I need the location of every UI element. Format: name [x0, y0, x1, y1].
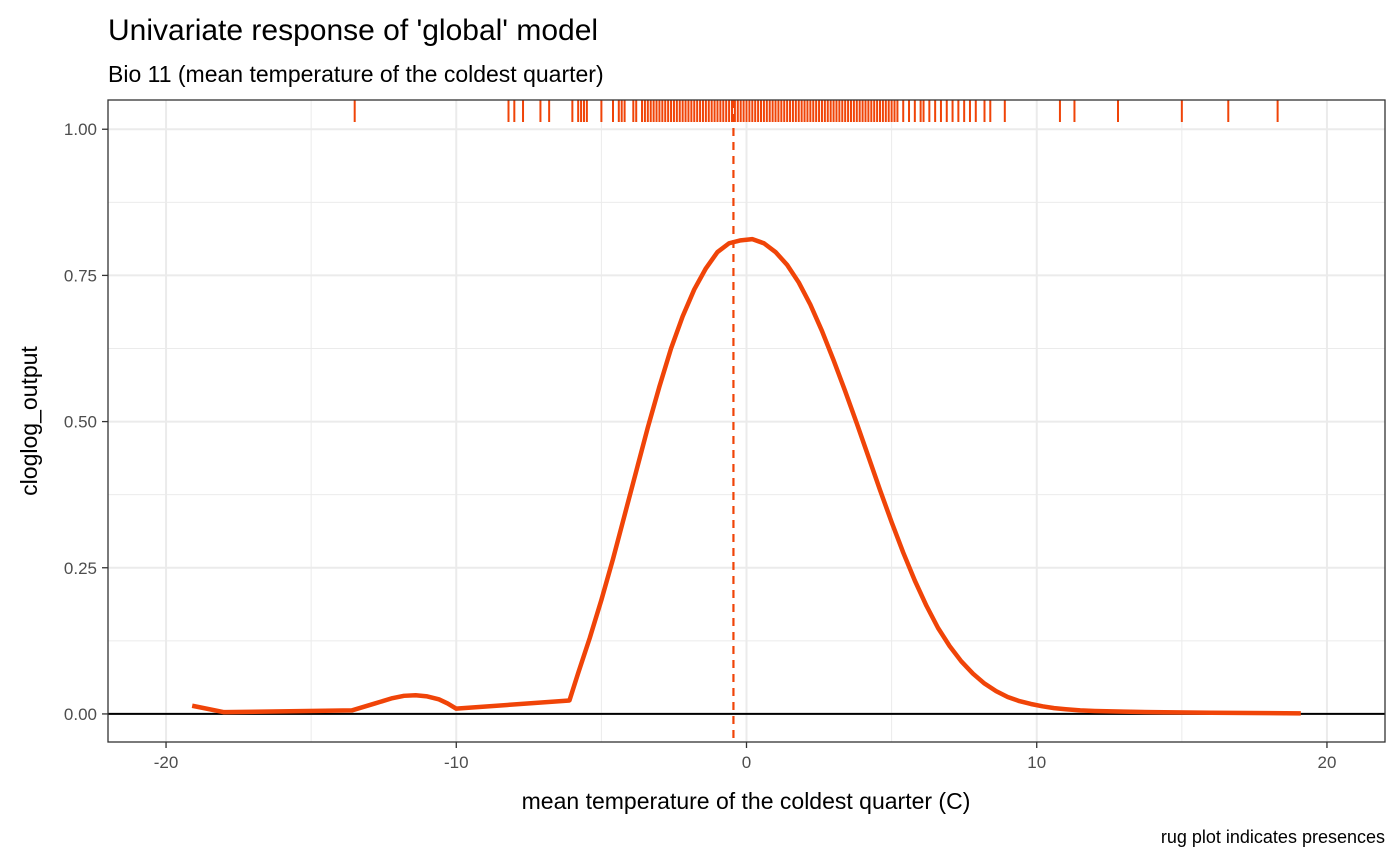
rug-plot: [353, 100, 1279, 122]
chart-caption: rug plot indicates presences: [1161, 827, 1385, 847]
x-axis: -20 -10 0 10 20: [154, 742, 1336, 772]
response-curve-line: [191, 236, 1301, 716]
x-axis-title: mean temperature of the coldest quarter …: [522, 788, 971, 814]
y-axis-title: cloglog_output: [16, 346, 42, 496]
x-tick-label: -10: [444, 753, 469, 772]
x-tick-label: 0: [742, 753, 751, 772]
y-tick-label: 0.75: [64, 266, 97, 285]
chart-subtitle: Bio 11 (mean temperature of the coldest …: [108, 61, 604, 87]
chart-title: Univariate response of 'global' model: [108, 14, 598, 47]
y-tick-label: 1.00: [64, 120, 97, 139]
y-tick-label: 0.25: [64, 559, 97, 578]
x-tick-label: 10: [1027, 753, 1046, 772]
y-tick-label: 0.50: [64, 413, 97, 432]
y-axis: 0.00 0.25 0.50 0.75 1.00: [64, 120, 108, 724]
x-tick-label: 20: [1317, 753, 1336, 772]
plot-panel: [107, 99, 1386, 743]
x-tick-label: -20: [154, 753, 179, 772]
y-tick-label: 0.00: [64, 705, 97, 724]
